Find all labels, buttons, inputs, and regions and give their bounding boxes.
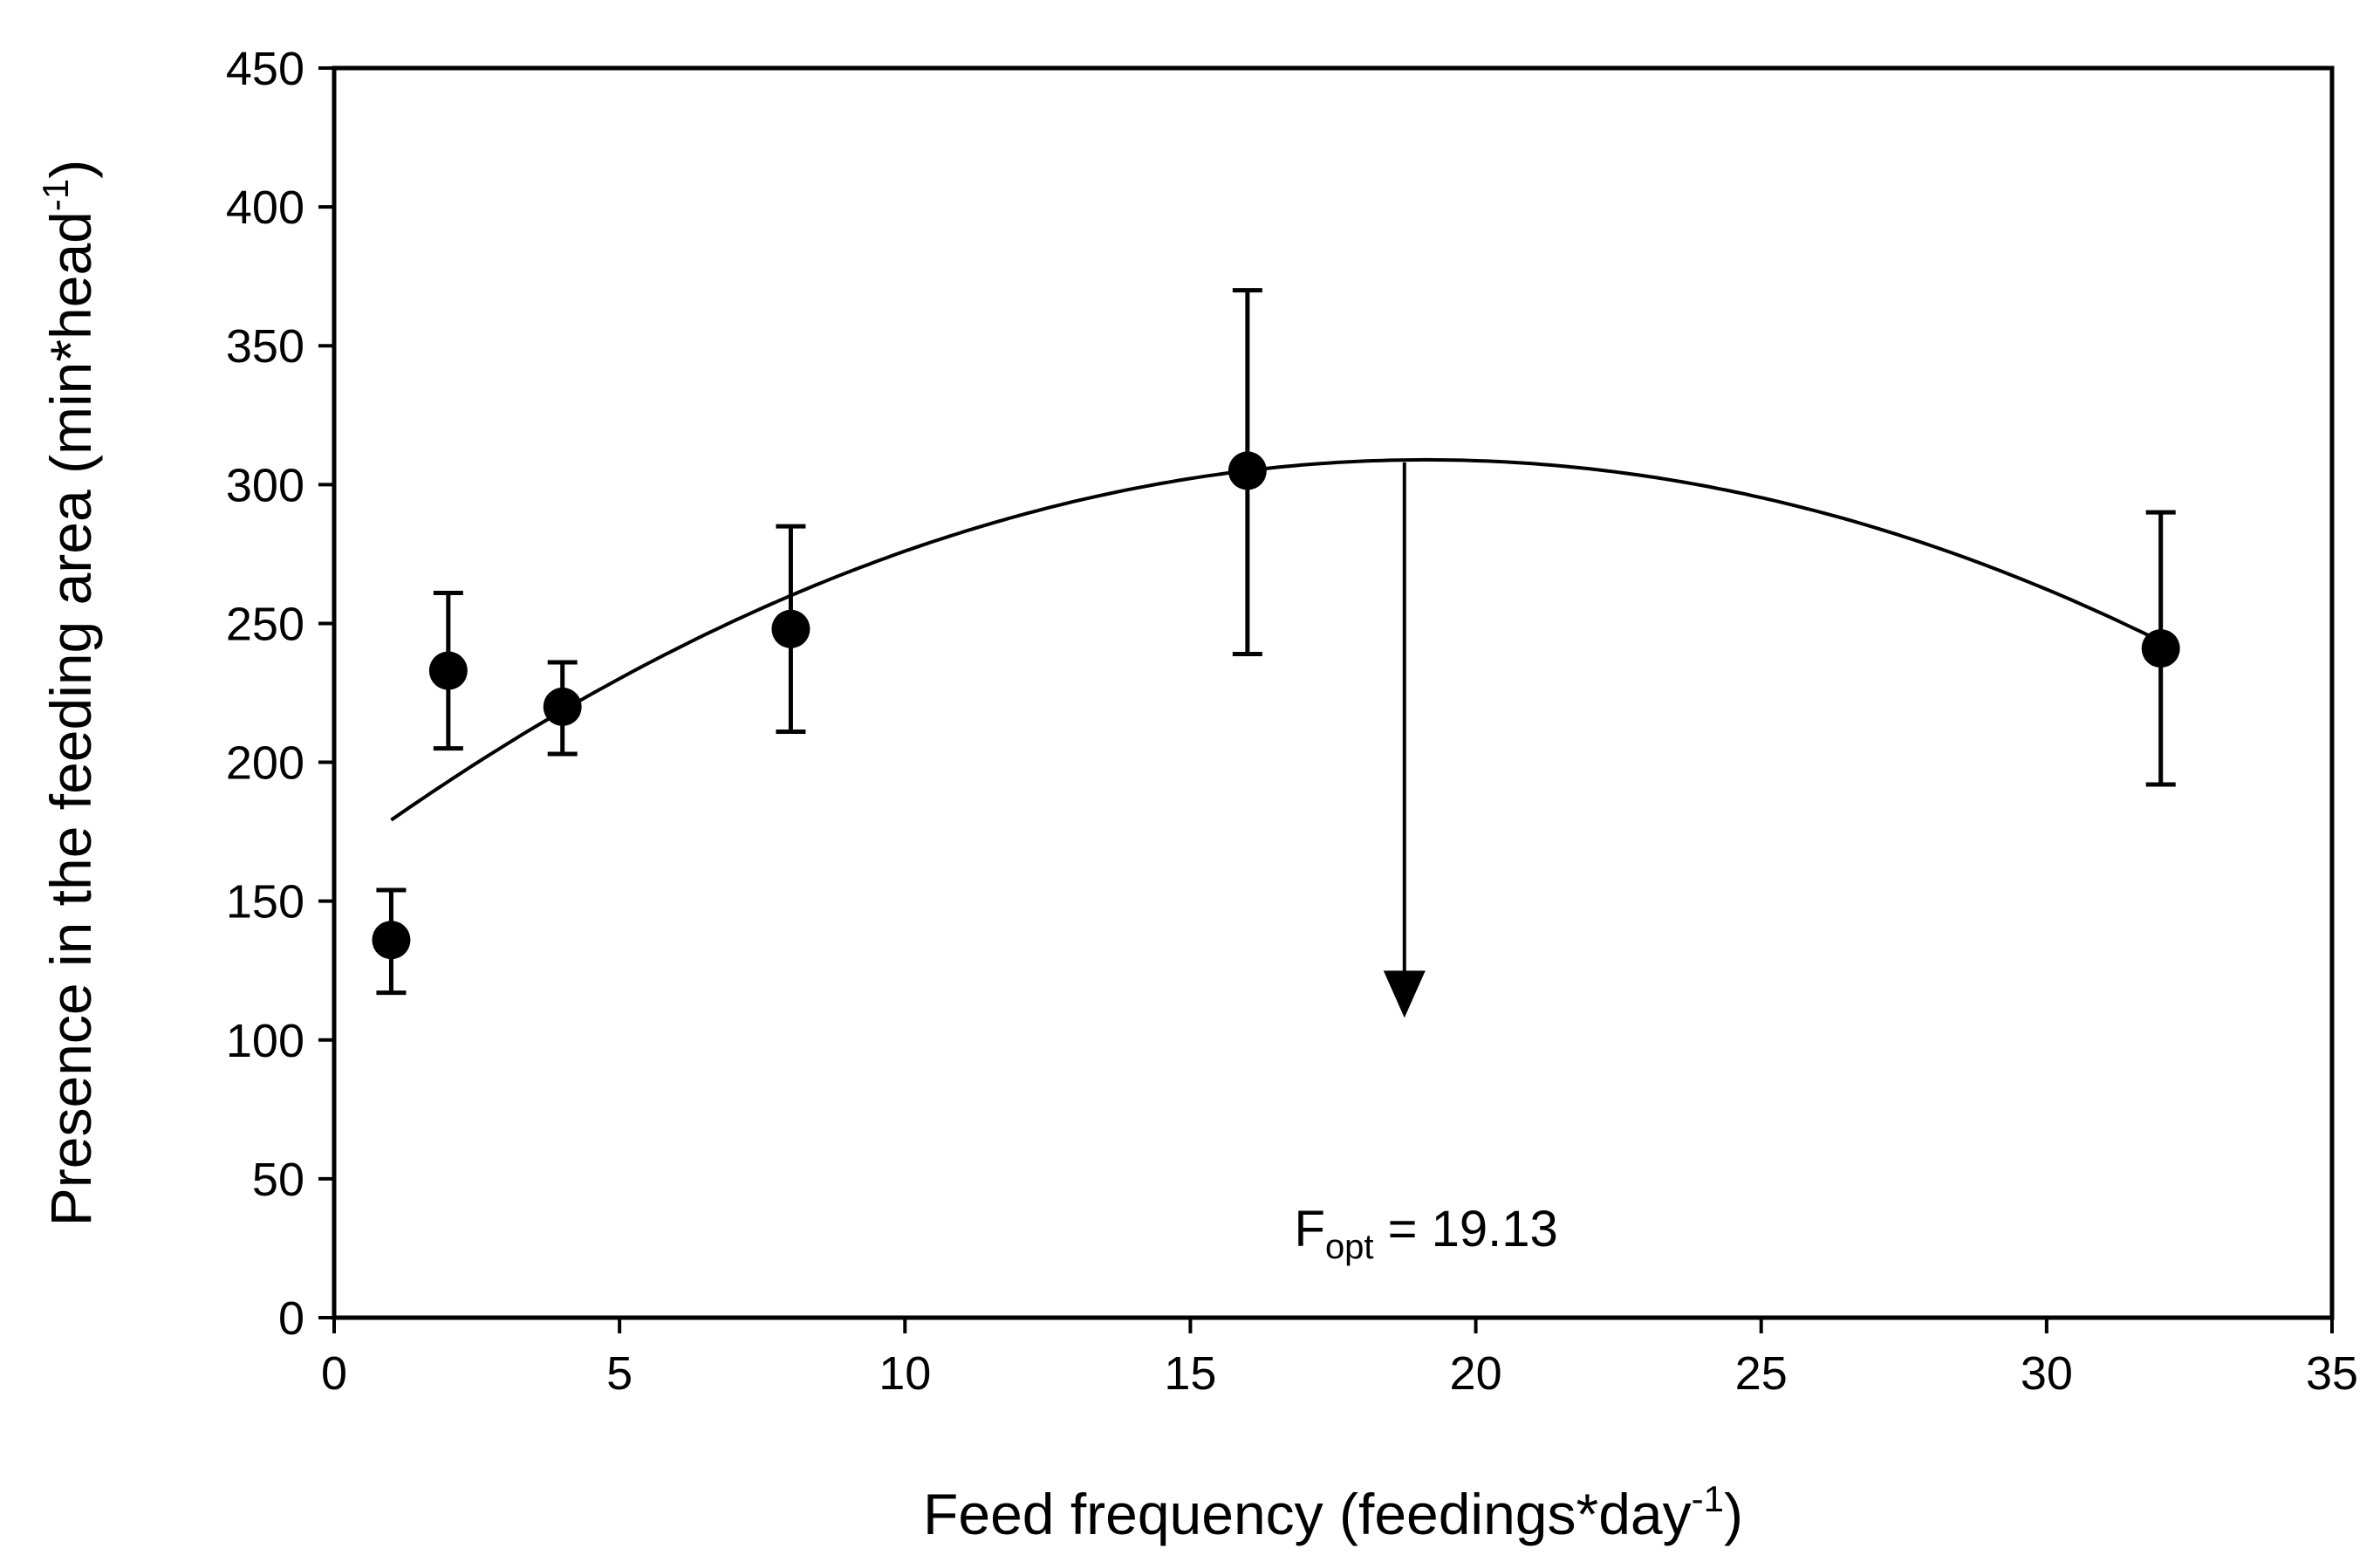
x-tick-label: 25 xyxy=(1735,1347,1788,1400)
data-points xyxy=(372,451,2180,960)
fit-curve xyxy=(390,457,2162,822)
y-tick-label: 200 xyxy=(226,737,304,790)
x-tick-label: 15 xyxy=(1164,1347,1216,1400)
x-tick-label: 0 xyxy=(321,1347,347,1400)
y-tick-label: 400 xyxy=(226,182,304,234)
y-axis-title-sup: -1 xyxy=(35,179,76,211)
fopt-label-rest: = 19.13 xyxy=(1374,1201,1558,1257)
plot-frame xyxy=(332,65,2335,1320)
x-axis-title: Feed frequency (feedings*day-1) xyxy=(923,1478,1743,1546)
x-tick-label: 20 xyxy=(1450,1347,1502,1400)
y-tick-label: 150 xyxy=(226,876,304,928)
y-tick-label: 450 xyxy=(226,43,304,95)
y-axis-title-end: ) xyxy=(38,160,103,179)
fopt-label-sub: opt xyxy=(1325,1228,1374,1266)
x-axis-title-main: Feed frequency (feedings*day xyxy=(923,1482,1692,1546)
arrow-head xyxy=(1383,970,1426,1018)
fopt-label: Fopt = 19.13 xyxy=(1295,1201,1558,1266)
x-tick-label: 30 xyxy=(2021,1347,2073,1400)
x-tick-label: 5 xyxy=(606,1347,633,1400)
x-axis-title-end: ) xyxy=(1724,1482,1743,1546)
y-tick-label: 50 xyxy=(252,1154,304,1206)
y-tick-label: 100 xyxy=(226,1015,304,1067)
data-point xyxy=(543,687,582,726)
y-axis-title-main: Presence in the feeding area (min*head xyxy=(38,211,103,1226)
data-point xyxy=(2141,629,2180,668)
x-tick-label: 35 xyxy=(2306,1347,2358,1400)
data-point xyxy=(428,651,468,690)
data-point xyxy=(771,609,810,648)
data-point xyxy=(372,921,411,960)
x-axis: 0 5 10 15 20 25 30 35 xyxy=(321,1318,2358,1400)
y-tick-label: 250 xyxy=(226,598,304,650)
error-bars xyxy=(376,288,2176,996)
y-tick-label: 0 xyxy=(278,1292,304,1345)
x-axis-title-sup: -1 xyxy=(1692,1478,1724,1519)
fopt-arrow xyxy=(1383,462,1426,1018)
y-axis-title: Presence in the feeding area (min*head-1… xyxy=(35,160,103,1226)
x-tick-label: 10 xyxy=(879,1347,931,1400)
data-point xyxy=(1228,451,1267,490)
fopt-label-main: F xyxy=(1295,1201,1325,1257)
y-axis: 0 50 100 150 200 250 300 350 400 450 xyxy=(226,43,334,1345)
y-tick-label: 300 xyxy=(226,459,304,511)
y-tick-label: 350 xyxy=(226,320,304,373)
